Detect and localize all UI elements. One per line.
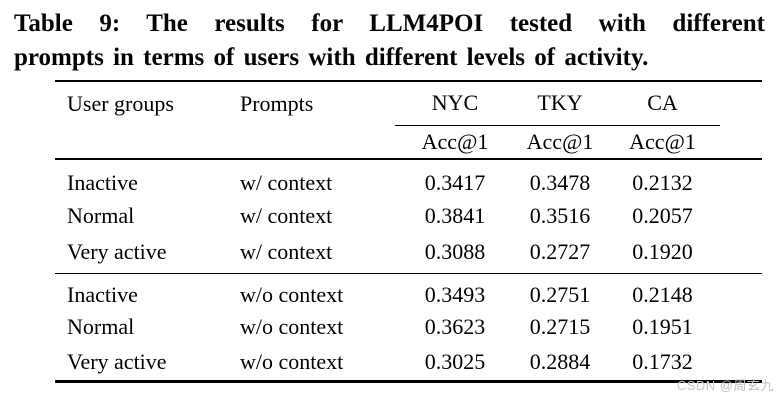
spacer-cell — [720, 81, 762, 160]
metric-header-tky: Acc@1 — [515, 125, 605, 160]
cell-user-group: Very active — [67, 349, 167, 375]
table-row: Very active w/ context 0.3088 0.2727 0.1… — [55, 235, 762, 274]
table-row: Inactive w/o context 0.3493 0.2751 0.214… — [55, 273, 762, 309]
with-context-block: Inactive w/ context 0.3417 0.3478 0.2132… — [55, 159, 762, 274]
spacer-cell — [720, 235, 762, 274]
cell-user-group: Normal — [67, 203, 135, 228]
cell-prompt: w/ context — [240, 203, 333, 228]
col-header-ca: CA — [605, 81, 720, 126]
cell-nyc-acc1: 0.3417 — [424, 170, 486, 195]
cell-prompt: w/ context — [235, 235, 395, 274]
cell-ca-acc1: 0.2132 — [632, 170, 693, 195]
cell-ca-acc1: 0.2057 — [632, 203, 693, 228]
header-row-datasets: User groups Prompts NYC TKY CA — [55, 81, 762, 160]
cell-tky-acc1: 0.2751 — [529, 281, 591, 307]
metric-header-ca: Acc@1 — [605, 125, 720, 160]
caption-line-2: prompts in terms of users with different… — [14, 44, 649, 71]
metric-header-nyc: Acc@1 — [395, 125, 515, 160]
cell-prompt: w/o context — [240, 314, 344, 339]
table-caption: Table 9: The results for LLM4POI tested … — [0, 0, 778, 75]
col-header-tky: TKY — [515, 81, 605, 126]
cell-nyc-acc1: 0.3841 — [424, 203, 486, 228]
results-table: User groups Prompts NYC TKY CA Acc@1 Acc… — [55, 80, 762, 383]
cell-nyc-acc1: 0.3025 — [424, 349, 486, 375]
without-context-block: Inactive w/o context 0.3493 0.2751 0.214… — [55, 273, 762, 381]
caption-line-1: Table 9: The results for LLM4POI tested … — [14, 10, 765, 37]
cell-ca-acc1: 0.1920 — [605, 235, 720, 274]
spacer-cell — [720, 345, 762, 381]
cell-nyc-acc1: 0.3088 — [395, 235, 515, 274]
table-row: Normal w/o context 0.3623 0.2715 0.1951 — [55, 309, 762, 345]
cell-prompt: w/ context — [240, 170, 333, 195]
cell-ca-acc1: 0.1951 — [632, 314, 693, 339]
cell-ca-acc1: 0.2148 — [632, 281, 693, 307]
cell-ca-acc1: 0.1732 — [632, 349, 693, 375]
table-row: Inactive w/ context 0.3417 0.3478 0.2132 — [55, 159, 762, 197]
cell-tky-acc1: 0.2727 — [515, 235, 605, 274]
col-header-user-groups: User groups — [55, 81, 235, 160]
spacer-cell — [720, 159, 762, 197]
cell-user-group: Very active — [55, 235, 235, 274]
table-row: Very active w/o context 0.3025 0.2884 0.… — [55, 345, 762, 381]
cell-tky-acc1: 0.3478 — [529, 170, 591, 195]
cell-user-group: Normal — [67, 314, 135, 339]
cell-user-group: Inactive — [67, 170, 138, 195]
cell-user-group: Inactive — [67, 281, 138, 307]
cell-prompt: w/o context — [240, 349, 344, 375]
cell-prompt: w/o context — [240, 281, 344, 307]
spacer-cell — [720, 309, 762, 345]
cell-tky-acc1: 0.3516 — [529, 203, 591, 228]
cell-tky-acc1: 0.2715 — [529, 314, 591, 339]
col-header-nyc: NYC — [395, 81, 515, 126]
table-row: Normal w/ context 0.3841 0.3516 0.2057 — [55, 197, 762, 235]
spacer-cell — [720, 197, 762, 235]
spacer-cell — [720, 273, 762, 309]
cell-nyc-acc1: 0.3623 — [424, 314, 486, 339]
col-header-prompts: Prompts — [235, 81, 395, 160]
cell-nyc-acc1: 0.3493 — [424, 281, 486, 307]
cell-tky-acc1: 0.2884 — [529, 349, 591, 375]
header-row-metric: Acc@1 Acc@1 Acc@1 — [55, 125, 762, 160]
